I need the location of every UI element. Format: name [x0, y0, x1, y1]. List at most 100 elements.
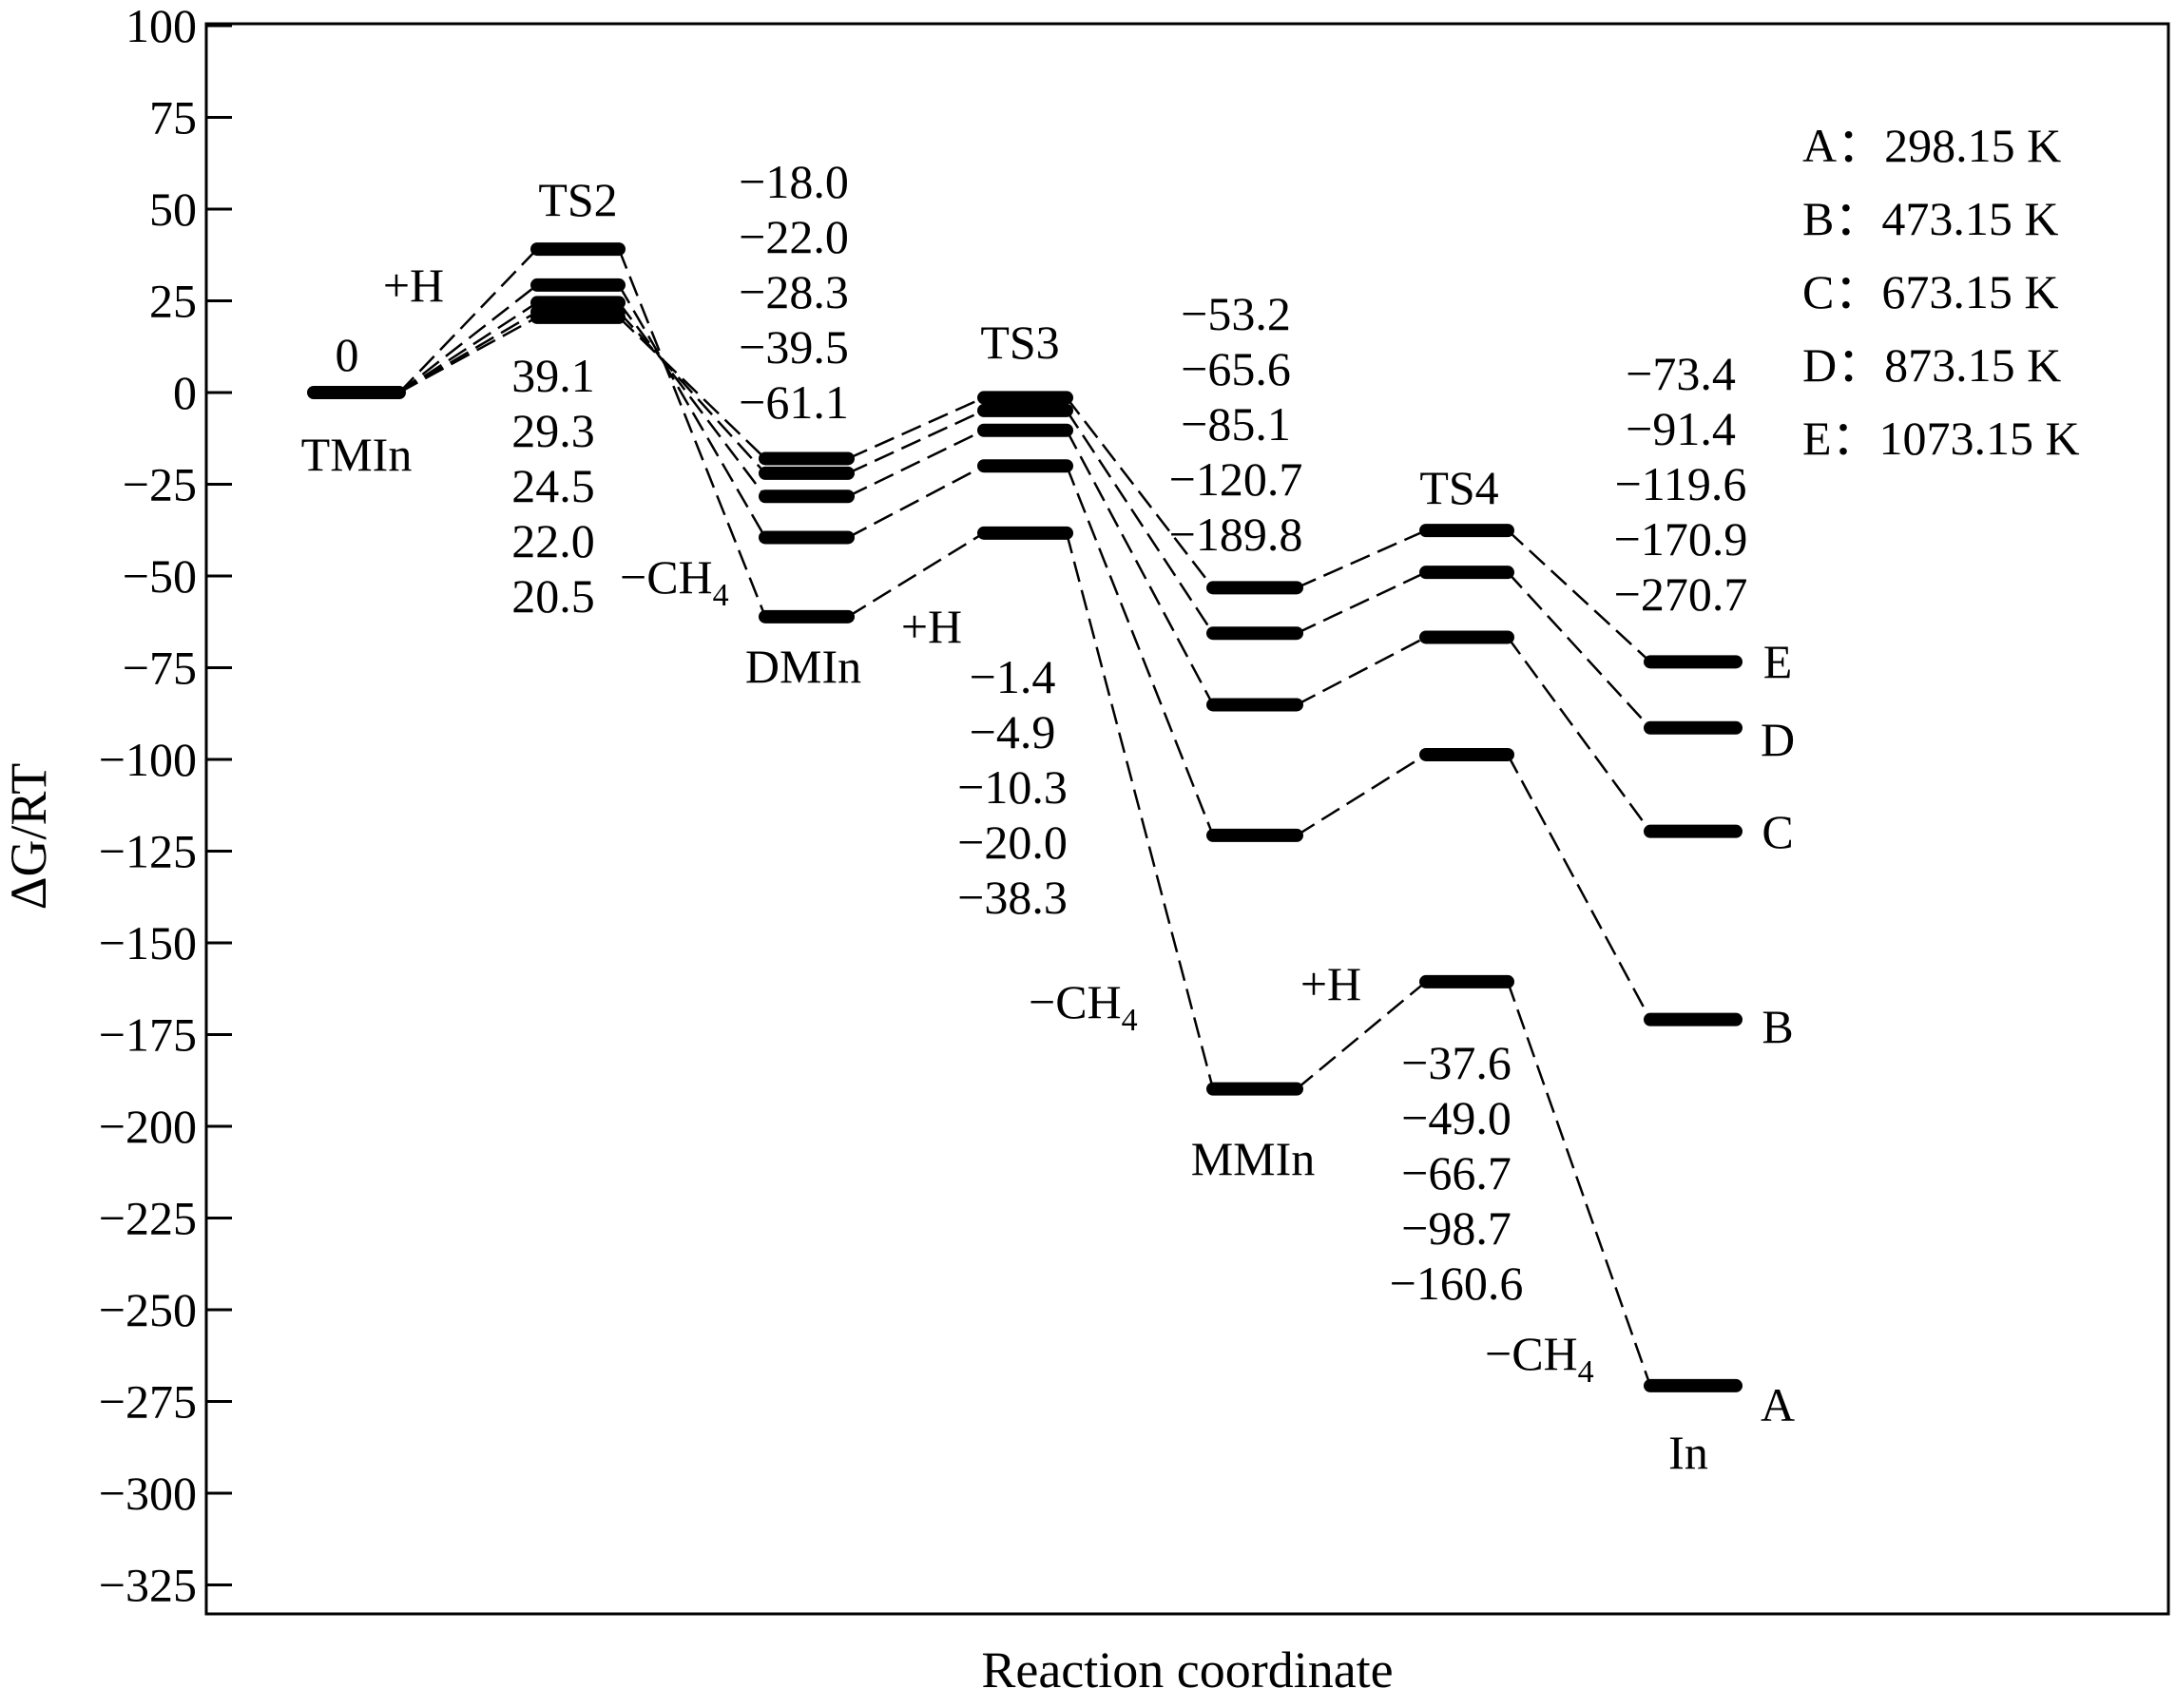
y-tick-label: 100	[125, 0, 197, 52]
series-end-label-D: D	[1761, 713, 1795, 766]
stage-label-TMIn: TMIn	[301, 428, 413, 481]
stage-labels: TMIn TS2 DMIn TS3 MMIn TS4 In EDC B A	[301, 173, 1795, 1479]
connector-E	[618, 316, 766, 460]
minus-ch4-label: −CH4	[620, 550, 729, 613]
connector-B	[617, 284, 767, 539]
series-end-label-A: A	[1761, 1378, 1795, 1431]
connector-E	[847, 396, 985, 460]
value-label-In: −119.6	[1615, 457, 1747, 510]
value-label-TS2: 29.3	[511, 404, 595, 457]
stage-label-TS3: TS3	[980, 316, 1059, 369]
legend-item-B: B：473.15 K	[1802, 192, 2058, 245]
value-label-TS3: −10.3	[957, 760, 1068, 814]
y-tick-label: 0	[173, 366, 197, 419]
connector-C	[618, 301, 766, 497]
connector-D	[1296, 571, 1427, 635]
value-label-TS4: −66.7	[1401, 1146, 1512, 1199]
y-tick-label: −100	[99, 733, 197, 786]
plot-frame	[204, 22, 2170, 1616]
value-label-TS2: 22.0	[511, 514, 595, 567]
minus-ch4-text: −CH	[1029, 975, 1122, 1028]
value-label-TS2: 20.5	[511, 569, 595, 623]
plus-h-label: +H	[383, 259, 444, 312]
value-label-TS3: −1.4	[970, 650, 1056, 703]
series-end-label-C: C	[1762, 805, 1793, 858]
y-tick-label: −25	[123, 458, 197, 511]
value-label-MMIn: −85.1	[1181, 397, 1291, 451]
value-label-TS3: −20.0	[957, 816, 1068, 869]
y-tick-label: 25	[149, 275, 197, 328]
minus-ch4-text: −CH	[620, 550, 713, 604]
energy-levels	[307, 242, 1743, 1392]
series-end-label-E: E	[1763, 635, 1793, 688]
value-label-TS4: −98.7	[1401, 1201, 1512, 1255]
connector-C	[1065, 430, 1215, 706]
value-label-TMIn: 0	[336, 328, 359, 381]
minus-ch4-subscript: 4	[713, 578, 729, 613]
stage-label-TS2: TS2	[538, 173, 617, 226]
connector-A	[1506, 981, 1652, 1387]
connector-A	[617, 248, 767, 618]
connector-D	[847, 409, 985, 475]
connector-A	[1065, 532, 1215, 1089]
value-label-DMIn: −61.1	[739, 375, 849, 429]
connector-A	[398, 248, 538, 393]
y-tick-label: −200	[99, 1100, 197, 1153]
connector-B	[1065, 465, 1215, 836]
y-tick-label: −275	[99, 1375, 197, 1429]
value-label-TS4: −37.6	[1401, 1036, 1512, 1089]
plus-h-label: +H	[901, 600, 962, 653]
connector-B	[847, 465, 985, 539]
y-tick-label: −300	[99, 1467, 197, 1520]
legend-item-C: C：673.15 K	[1802, 265, 2058, 318]
connector-B	[1296, 753, 1427, 836]
series-end-label-B: B	[1762, 1000, 1793, 1053]
connector-E	[1507, 529, 1651, 663]
value-label-TS2: 39.1	[511, 349, 595, 402]
stage-label-In: In	[1668, 1426, 1708, 1479]
value-label-MMIn: −53.2	[1181, 287, 1291, 340]
plot-frame-group	[204, 22, 2170, 1616]
y-tick-label: −225	[99, 1192, 197, 1245]
value-label-In: −170.9	[1614, 512, 1748, 566]
connector-D	[1507, 571, 1651, 729]
value-label-MMIn: −189.8	[1169, 508, 1303, 561]
connector-C	[398, 301, 538, 394]
y-tick-label: −75	[123, 642, 197, 695]
value-label-In: −270.7	[1614, 567, 1748, 621]
stage-label-MMIn: MMIn	[1191, 1132, 1316, 1185]
legend-item-A: A：298.15 K	[1802, 119, 2061, 172]
connector-D	[618, 311, 766, 474]
connector-E	[398, 316, 538, 394]
stage-label-DMIn: DMIn	[745, 640, 861, 693]
value-label-TS3: −38.3	[957, 871, 1068, 924]
legend-item-E: E：1073.15 K	[1802, 412, 2080, 465]
minus-ch4-text: −CH	[1485, 1327, 1578, 1380]
value-label-DMIn: −18.0	[739, 155, 849, 208]
connector-C	[1506, 636, 1652, 833]
x-axis-title: Reaction coordinate	[981, 1641, 1393, 1698]
minus-ch4-subscript: 4	[1578, 1354, 1594, 1390]
reaction-annotations: +H+H+H−CH4−CH4−CH4	[383, 259, 1594, 1390]
connector-D	[1065, 410, 1215, 634]
y-tick-label: −325	[99, 1559, 197, 1612]
value-label-DMIn: −28.3	[739, 265, 849, 318]
y-tick-label: 75	[149, 91, 197, 144]
y-axis-title: ΔG/RT	[0, 763, 57, 911]
y-tick-label: −50	[123, 549, 197, 603]
minus-ch4-label: −CH4	[1029, 975, 1138, 1038]
connector-A	[847, 531, 985, 618]
value-label-DMIn: −22.0	[739, 210, 849, 263]
minus-ch4-label: −CH4	[1485, 1327, 1594, 1390]
connector-D	[398, 311, 538, 394]
value-label-TS4: −160.6	[1390, 1257, 1524, 1310]
value-label-TS4: −49.0	[1401, 1091, 1512, 1144]
y-tick-label: −150	[99, 916, 197, 969]
dashed-connectors	[398, 248, 1652, 1387]
value-label-In: −91.4	[1626, 402, 1736, 455]
value-label-TS2: 24.5	[511, 459, 595, 512]
value-label-MMIn: −120.7	[1169, 452, 1303, 506]
value-label-MMIn: −65.6	[1181, 342, 1291, 395]
legend-item-D: D：873.15 K	[1802, 338, 2061, 392]
